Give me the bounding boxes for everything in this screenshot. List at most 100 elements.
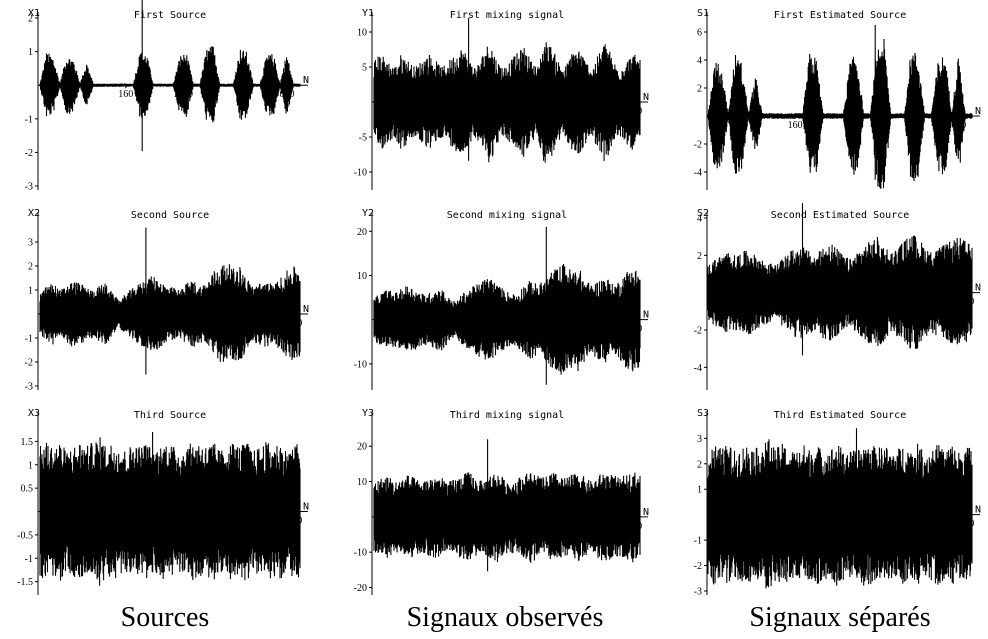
y-tick-label: 10 [357,28,367,39]
y-tick-label: -10 [354,548,367,559]
y-tick-label: -2 [694,140,702,151]
y-tick-label: 1 [28,460,33,471]
panel-title: Third Source [134,410,206,421]
panel-2: First mixing signal Y1 N 10 5 -5 -10 000 [354,8,649,190]
panel-title: Third Estimated Source [774,410,906,421]
y-tick-label: 6 [697,28,702,39]
panel-5: Second mixing signal Y2 N 20 10 -10 000 [354,208,649,390]
y-tick-label: 1 [697,485,702,496]
x-axis-label: N [643,507,649,518]
waveform [707,25,973,189]
waveform [39,0,301,152]
panel-7: Third Source X3 N 1.5 1 0.5 -0.5 -1 -1.5 000 [17,408,309,595]
x-tick-label: 000 [287,516,302,527]
panel-6: Second Estimated Source S2 N 4 2 -2 -4 000 [694,203,981,390]
y-tick-label: -2 [25,148,33,159]
panel-title: First Estimated Source [774,10,906,21]
x-axis-label: N [975,106,981,117]
y-tick-label: 2 [697,459,702,470]
y-axis-label: X3 [28,408,40,419]
x-tick-label: 000 [959,297,974,308]
y-tick-label: -2 [25,358,33,369]
y-tick-label: 2 [28,262,33,273]
x-axis-label: N [643,310,649,321]
panel-title: First mixing signal [450,10,564,21]
y-tick-label: -10 [354,359,367,370]
x-axis-label: N [303,304,309,315]
y-tick-label: -4 [694,168,702,179]
y-tick-label: -1.5 [17,577,33,588]
y-tick-label: -2 [694,561,702,572]
panel-title: Third mixing signal [450,410,564,421]
x-tick-label: 000 [959,519,974,530]
panel-3: First Estimated Source S1 N 6 4 2 -2 -4 160 1000 0… [694,8,981,190]
y-tick-label: 1 [28,47,33,58]
y-tick-label: 3 [697,434,702,445]
y-tick-label: 20 [357,442,367,453]
y-tick-label: 1.5 [21,437,34,448]
x-axis-label: N [975,505,981,516]
x-tick-label: 000 [280,89,295,100]
y-axis-label: X2 [28,208,40,219]
waveform [373,439,641,572]
panel-title: Second mixing signal [447,210,567,221]
y-tick-label: -2 [694,326,702,337]
y-axis-label: S1 [697,8,709,19]
waveform [39,432,301,586]
y-tick-label: -3 [694,587,702,598]
panel-4: Second Source X2 N 3 2 1 -1 -2 -3 000 [25,208,309,393]
y-tick-label: 2 [28,14,33,25]
y-tick-label: -1 [25,334,33,345]
caption-signaux-observes: Signaux observés [406,602,604,633]
y-tick-label: 4 [697,214,702,225]
x-axis-label: N [303,502,309,513]
y-tick-label: 20 [357,227,367,238]
y-tick-label: 2 [697,84,702,95]
x-tick-label: 1000 [843,120,863,131]
y-axis-label: S2 [697,208,709,219]
panel-title: Second Estimated Source [771,210,909,221]
y-axis-label: X1 [28,8,40,19]
y-tick-label: -1 [25,114,33,125]
x-tick-label: 000 [627,106,642,117]
y-tick-label: 1 [28,286,33,297]
x-tick-label: 000 [627,521,642,532]
y-tick-label: -1 [25,554,33,565]
waveform [373,18,641,163]
x-tick-label: 160 [118,89,133,100]
y-tick-label: 10 [357,271,367,282]
x-tick-label: 000 [627,324,642,335]
caption-signaux-separes: Signaux séparés [749,602,931,633]
x-tick-label: 000 [287,318,302,329]
y-tick-label: -1 [694,536,702,547]
x-tick-label: 000 [951,120,966,131]
waveform [39,227,301,375]
y-tick-label: -3 [25,182,33,193]
y-tick-label: 10 [357,477,367,488]
panel-8: Third mixing signal Y3 N 20 10 -10 -20 000 [354,408,649,595]
y-tick-label: 5 [362,63,367,74]
y-tick-label: 0.5 [21,484,34,495]
y-axis-label: Y2 [362,208,374,219]
y-tick-label: 2 [697,251,702,262]
x-axis-label: N [303,75,309,86]
y-tick-label: -10 [354,168,367,179]
waveform [707,203,973,356]
y-tick-label: 3 [28,238,33,249]
waveform [373,226,641,385]
y-tick-label: -3 [25,382,33,393]
y-axis-label: Y3 [362,408,374,419]
y-axis-label: S3 [697,408,709,419]
y-tick-label: -5 [359,133,367,144]
x-axis-label: N [975,283,981,294]
y-tick-label: -4 [694,363,702,374]
panel-9: Third Estimated Source S3 N 3 2 1 -1 -2 -3 000 [694,408,981,598]
panel-title: Second Source [131,210,209,221]
panel-title: First Source [134,10,206,21]
y-tick-label: -0.5 [17,530,33,541]
y-tick-label: 4 [697,56,702,67]
y-tick-label: -20 [354,583,367,594]
y-axis-label: Y1 [362,8,374,19]
x-tick-label: 1000 [173,89,193,100]
